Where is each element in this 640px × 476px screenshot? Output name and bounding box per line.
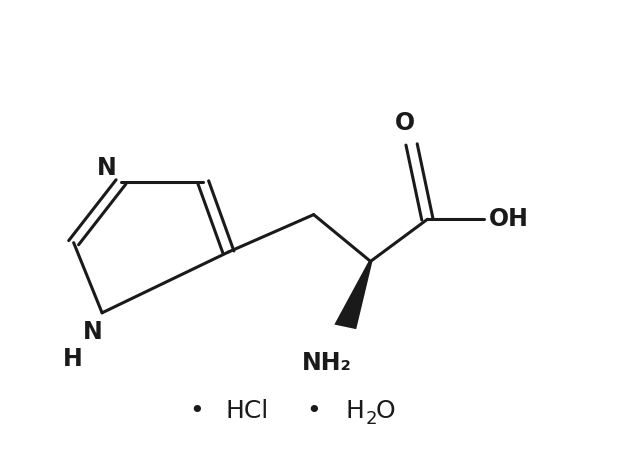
Text: N: N	[97, 156, 116, 180]
Text: H: H	[63, 347, 83, 371]
Text: NH₂: NH₂	[301, 351, 351, 376]
Text: H: H	[345, 399, 364, 423]
Text: 2: 2	[365, 410, 377, 428]
Text: OH: OH	[490, 207, 529, 231]
Text: HCl: HCl	[226, 399, 269, 423]
Text: N: N	[83, 319, 102, 344]
Text: O: O	[376, 399, 396, 423]
Text: •: •	[307, 399, 321, 423]
Text: •: •	[189, 399, 204, 423]
Polygon shape	[334, 261, 372, 329]
Text: O: O	[396, 111, 415, 135]
